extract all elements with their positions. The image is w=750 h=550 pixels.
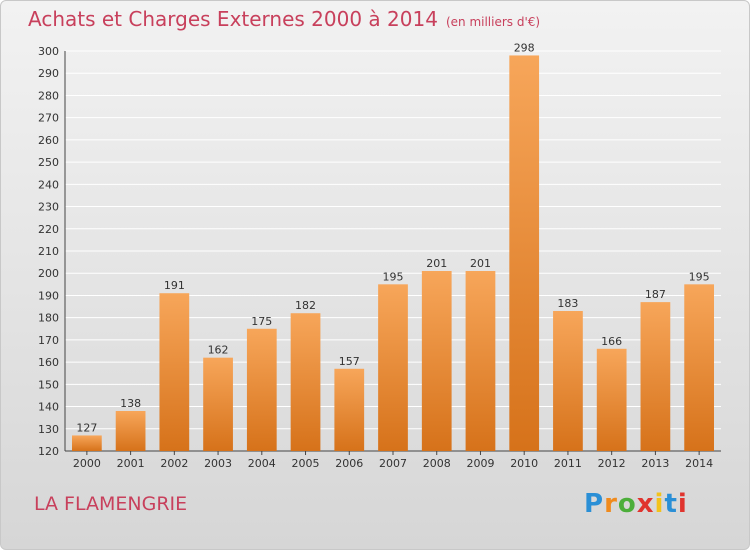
x-tick-label: 2000 <box>73 457 101 470</box>
y-tick-label: 280 <box>38 89 59 102</box>
y-tick-label: 250 <box>38 156 59 169</box>
bar-value-label: 191 <box>164 279 185 292</box>
y-tick-label: 170 <box>38 334 59 347</box>
bar-value-label: 175 <box>251 315 272 328</box>
bar-value-label: 298 <box>514 41 535 54</box>
chart-title: Achats et Charges Externes 2000 à 2014 (e… <box>28 7 540 31</box>
bar <box>115 411 146 451</box>
bar-value-label: 127 <box>76 421 97 434</box>
bar <box>465 271 496 451</box>
x-tick-label: 2003 <box>204 457 232 470</box>
proxiti-logo: Proxiti <box>584 489 688 519</box>
y-tick-label: 290 <box>38 67 59 80</box>
chart-unit: (en milliers d'€) <box>445 15 541 29</box>
x-tick-label: 2010 <box>510 457 538 470</box>
x-tick-label: 2012 <box>598 457 626 470</box>
bar-value-label: 182 <box>295 299 316 312</box>
x-tick-label: 2008 <box>423 457 451 470</box>
y-tick-label: 150 <box>38 378 59 391</box>
bar <box>203 357 233 451</box>
bar-value-label: 195 <box>383 270 404 283</box>
bar-value-label: 187 <box>645 288 666 301</box>
bar-value-label: 138 <box>120 397 141 410</box>
logo-letter: t <box>664 489 678 519</box>
bar <box>71 435 102 451</box>
x-tick-label: 2005 <box>292 457 320 470</box>
y-tick-label: 300 <box>38 45 59 58</box>
logo-letter: i <box>654 489 665 519</box>
chart-title-text: Achats et Charges Externes 2000 à 2014 <box>28 7 438 31</box>
y-tick-label: 160 <box>38 356 59 369</box>
bar-value-label: 157 <box>339 355 360 368</box>
x-tick-label: 2011 <box>554 457 582 470</box>
bar-value-label: 201 <box>426 257 447 270</box>
x-tick-label: 2014 <box>685 457 713 470</box>
x-tick-label: 2004 <box>248 457 276 470</box>
x-tick-label: 2002 <box>160 457 188 470</box>
y-tick-label: 140 <box>38 401 59 414</box>
y-tick-label: 260 <box>38 134 59 147</box>
x-tick-label: 2007 <box>379 457 407 470</box>
bar <box>378 284 408 451</box>
logo-letter: o <box>617 489 637 519</box>
bar-value-label: 195 <box>689 270 710 283</box>
y-tick-label: 270 <box>38 112 59 125</box>
logo-letter: r <box>604 489 618 519</box>
y-tick-label: 240 <box>38 178 59 191</box>
bar <box>509 55 540 451</box>
x-tick-label: 2001 <box>117 457 145 470</box>
bar <box>334 368 365 451</box>
bar <box>421 271 452 451</box>
y-tick-label: 220 <box>38 223 59 236</box>
y-tick-label: 230 <box>38 201 59 214</box>
bar <box>553 311 583 451</box>
y-tick-label: 180 <box>38 312 59 325</box>
bar <box>684 284 715 451</box>
bar <box>290 313 321 451</box>
bar <box>640 302 671 451</box>
bar-value-label: 162 <box>208 344 229 357</box>
x-tick-label: 2013 <box>641 457 669 470</box>
y-tick-label: 130 <box>38 423 59 436</box>
x-tick-label: 2006 <box>335 457 363 470</box>
bar-value-label: 166 <box>601 335 622 348</box>
bar <box>159 293 190 451</box>
y-tick-label: 120 <box>38 445 59 458</box>
y-tick-label: 210 <box>38 245 59 258</box>
y-tick-label: 190 <box>38 289 59 302</box>
logo-letter: x <box>636 489 655 519</box>
x-tick-label: 2009 <box>466 457 494 470</box>
bar-value-label: 183 <box>557 297 578 310</box>
commune-name: LA FLAMENGRIE <box>34 493 188 515</box>
bar <box>246 328 277 451</box>
logo-letter: P <box>584 489 605 519</box>
y-tick-label: 200 <box>38 267 59 280</box>
bar-value-label: 201 <box>470 257 491 270</box>
bar <box>596 348 627 451</box>
logo-letter: i <box>677 489 688 519</box>
